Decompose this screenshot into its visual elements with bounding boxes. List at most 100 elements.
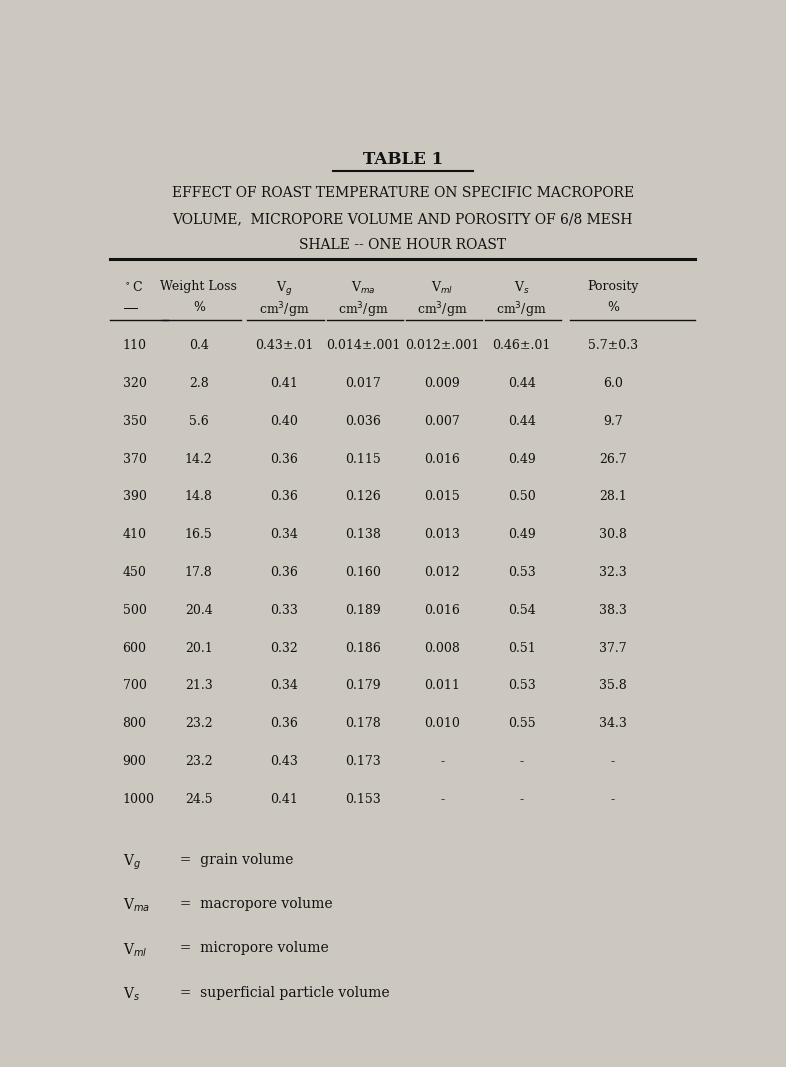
Text: 0.013: 0.013 [424,528,461,541]
Text: 410: 410 [123,528,147,541]
Text: 9.7: 9.7 [603,415,623,428]
Text: 0.41: 0.41 [270,793,298,806]
Text: 26.7: 26.7 [599,452,626,465]
Text: 0.178: 0.178 [345,717,381,730]
Text: 0.44: 0.44 [508,415,535,428]
Text: 28.1: 28.1 [599,491,627,504]
Text: 0.55: 0.55 [508,717,535,730]
Text: 0.010: 0.010 [424,717,461,730]
Text: 0.46±.01: 0.46±.01 [492,339,551,352]
Text: TABLE 1: TABLE 1 [363,152,443,168]
Text: 0.160: 0.160 [345,566,381,579]
Text: V$_{ma}$: V$_{ma}$ [351,280,376,297]
Text: 320: 320 [123,377,146,389]
Text: 0.36: 0.36 [270,491,298,504]
Text: 14.2: 14.2 [185,452,213,465]
Text: cm$^3$/gm: cm$^3$/gm [259,301,309,320]
Text: 0.016: 0.016 [424,452,461,465]
Text: V$_{ml}$: V$_{ml}$ [432,280,454,297]
Text: 5.7±0.3: 5.7±0.3 [588,339,638,352]
Text: VOLUME,  MICROPORE VOLUME AND POROSITY OF 6/8 MESH: VOLUME, MICROPORE VOLUME AND POROSITY OF… [173,212,633,226]
Text: 32.3: 32.3 [599,566,627,579]
Text: 0.008: 0.008 [424,641,461,654]
Text: 0.36: 0.36 [270,452,298,465]
Text: 0.40: 0.40 [270,415,298,428]
Text: 0.53: 0.53 [508,680,535,692]
Text: 0.153: 0.153 [345,793,381,806]
Text: 370: 370 [123,452,146,465]
Text: 0.011: 0.011 [424,680,461,692]
Text: 800: 800 [123,717,147,730]
Text: 23.2: 23.2 [185,717,212,730]
Text: =  micropore volume: = micropore volume [171,941,329,955]
Text: 0.50: 0.50 [508,491,535,504]
Text: 24.5: 24.5 [185,793,212,806]
Text: 0.173: 0.173 [345,755,381,768]
Text: -: - [520,755,523,768]
Text: 0.007: 0.007 [424,415,461,428]
Text: 900: 900 [123,755,146,768]
Text: 0.43: 0.43 [270,755,298,768]
Text: 0.015: 0.015 [424,491,461,504]
Text: 0.009: 0.009 [424,377,461,389]
Text: 700: 700 [123,680,146,692]
Text: V$_{ma}$: V$_{ma}$ [123,897,149,914]
Text: 17.8: 17.8 [185,566,213,579]
Text: 0.54: 0.54 [508,604,535,617]
Text: -: - [520,793,523,806]
Text: 450: 450 [123,566,146,579]
Text: cm$^3$/gm: cm$^3$/gm [417,301,468,320]
Text: 0.43±.01: 0.43±.01 [255,339,314,352]
Text: 0.49: 0.49 [508,452,535,465]
Text: Porosity: Porosity [587,280,639,293]
Text: 0.016: 0.016 [424,604,461,617]
Text: SHALE -- ONE HOUR ROAST: SHALE -- ONE HOUR ROAST [299,238,506,252]
Text: 20.1: 20.1 [185,641,213,654]
Text: 0.44: 0.44 [508,377,535,389]
Text: =  macropore volume: = macropore volume [171,897,333,911]
Text: %: % [193,301,205,314]
Text: 6.0: 6.0 [603,377,623,389]
Text: EFFECT OF ROAST TEMPERATURE ON SPECIFIC MACROPORE: EFFECT OF ROAST TEMPERATURE ON SPECIFIC … [172,186,634,200]
Text: 0.012: 0.012 [424,566,461,579]
Text: 600: 600 [123,641,147,654]
Text: 0.036: 0.036 [345,415,381,428]
Text: 38.3: 38.3 [599,604,627,617]
Text: 2.8: 2.8 [189,377,208,389]
Text: V$_{ml}$: V$_{ml}$ [123,941,147,959]
Text: 0.126: 0.126 [345,491,381,504]
Text: -: - [611,793,615,806]
Text: 0.34: 0.34 [270,528,298,541]
Text: %: % [607,301,619,314]
Text: -: - [611,755,615,768]
Text: 500: 500 [123,604,146,617]
Text: 0.014±.001: 0.014±.001 [326,339,400,352]
Text: 0.189: 0.189 [345,604,381,617]
Text: 0.36: 0.36 [270,717,298,730]
Text: 0.186: 0.186 [345,641,381,654]
Text: V$_s$: V$_s$ [514,280,530,297]
Text: 0.33: 0.33 [270,604,298,617]
Text: V$_s$: V$_s$ [123,986,140,1003]
Text: V$_g$: V$_g$ [276,280,292,298]
Text: 0.32: 0.32 [270,641,298,654]
Text: =  grain volume: = grain volume [171,853,294,866]
Text: -: - [440,793,444,806]
Text: 0.017: 0.017 [345,377,381,389]
Text: $\overline{\quad}$: $\overline{\quad}$ [123,301,137,314]
Text: 34.3: 34.3 [599,717,627,730]
Text: 16.5: 16.5 [185,528,213,541]
Text: 0.138: 0.138 [345,528,381,541]
Text: 21.3: 21.3 [185,680,213,692]
Text: 0.34: 0.34 [270,680,298,692]
Text: Weight Loss: Weight Loss [160,280,237,293]
Text: 0.36: 0.36 [270,566,298,579]
Text: 14.8: 14.8 [185,491,213,504]
Text: 0.49: 0.49 [508,528,535,541]
Text: 0.4: 0.4 [189,339,209,352]
Text: =  superficial particle volume: = superficial particle volume [171,986,390,1000]
Text: cm$^3$/gm: cm$^3$/gm [338,301,388,320]
Text: 20.4: 20.4 [185,604,213,617]
Text: 35.8: 35.8 [599,680,627,692]
Text: 0.41: 0.41 [270,377,298,389]
